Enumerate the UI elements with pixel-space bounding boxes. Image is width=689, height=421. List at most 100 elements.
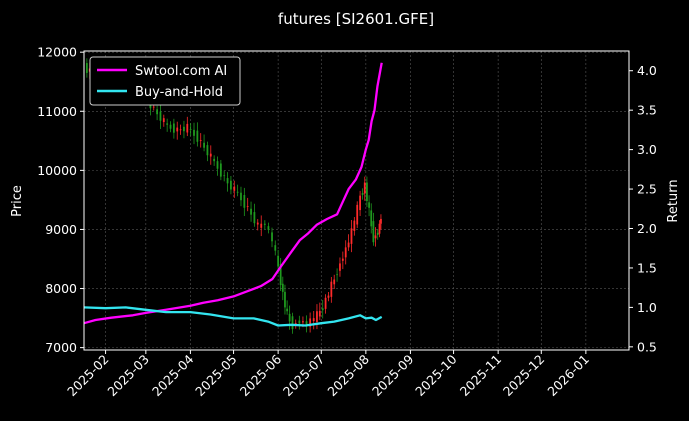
candle-body xyxy=(309,318,312,327)
candle-body xyxy=(318,310,321,317)
candle-body xyxy=(263,223,266,225)
legend-box xyxy=(89,56,241,106)
series-line-0 xyxy=(83,62,383,325)
candle-body xyxy=(344,247,347,258)
y-left-tick-label: 8000 xyxy=(45,281,77,296)
candle-body xyxy=(209,153,212,157)
candle-body xyxy=(162,118,165,123)
candle-body xyxy=(85,63,88,73)
candle-body xyxy=(243,195,246,208)
candle-body xyxy=(298,320,301,324)
candle-body xyxy=(284,291,286,308)
candle-body xyxy=(359,195,361,211)
candle-body xyxy=(240,192,242,201)
candle-body xyxy=(368,202,370,208)
candle-body xyxy=(159,111,162,121)
candle-body xyxy=(186,123,189,133)
candle-body xyxy=(302,321,304,323)
candle-body xyxy=(179,129,182,131)
candle-body xyxy=(233,186,236,191)
candle-body xyxy=(339,263,341,271)
candle-body xyxy=(216,161,219,169)
candle-body xyxy=(288,313,291,322)
candle-body xyxy=(305,321,308,326)
candle-body xyxy=(372,221,375,243)
series-line-1 xyxy=(83,306,383,327)
candle-body xyxy=(196,130,199,142)
candle-body xyxy=(169,124,172,129)
candle-body xyxy=(219,163,222,177)
candle-body xyxy=(226,178,229,184)
candle-body xyxy=(378,223,381,234)
candle-body xyxy=(203,142,205,148)
candle-body xyxy=(274,245,277,251)
legend: Swtool.com AI Buy-and-Hold xyxy=(89,56,241,106)
y-right-tick-label: 3.0 xyxy=(637,142,657,157)
candle-body xyxy=(183,126,185,132)
candle-body xyxy=(324,297,327,309)
candle-body xyxy=(321,308,324,311)
candle-body xyxy=(236,191,239,193)
y-right-tick-label: 0.5 xyxy=(637,339,657,354)
candle-body xyxy=(271,232,273,242)
candle-body xyxy=(189,129,192,130)
y-right-tick-label: 3.5 xyxy=(637,103,657,118)
candle-body xyxy=(193,129,195,136)
candle-body xyxy=(199,140,202,141)
y-axis-left: 7000 8000 9000 10000 11000 12000 xyxy=(37,45,84,355)
candle-body xyxy=(361,193,364,195)
y-right-tick-label: 2.5 xyxy=(637,182,657,197)
y-left-tick-label: 7000 xyxy=(45,340,77,355)
candle-body xyxy=(230,180,232,190)
y-axis-left-label: Price xyxy=(10,185,25,217)
chart-title: futures [SI2601.GFE] xyxy=(278,10,434,28)
candle-body xyxy=(152,106,155,108)
candle-body xyxy=(376,232,379,236)
candle-body xyxy=(213,158,216,162)
candle-body xyxy=(347,242,350,248)
candle-body xyxy=(246,206,249,207)
candle-body xyxy=(356,204,359,225)
candle-body xyxy=(256,222,259,225)
candle-body xyxy=(260,223,263,228)
y-left-tick-label: 12000 xyxy=(37,45,77,60)
y-axis-right-label: Return xyxy=(666,179,681,222)
candle-body xyxy=(166,123,169,125)
candle-body xyxy=(327,295,330,298)
candle-body xyxy=(316,311,318,322)
candle-body xyxy=(312,318,315,322)
y-left-tick-label: 9000 xyxy=(45,222,77,237)
candle-body xyxy=(350,228,353,244)
y-left-tick-label: 11000 xyxy=(37,104,77,119)
y-right-tick-label: 4.0 xyxy=(637,63,657,78)
y-right-tick-label: 2.0 xyxy=(637,221,657,236)
candle-body xyxy=(363,182,366,194)
candle-body xyxy=(267,226,270,230)
legend-label-swtool: Swtool.com AI xyxy=(135,64,227,79)
candle-body xyxy=(370,210,373,227)
candle-body xyxy=(176,127,179,132)
candle-body xyxy=(341,258,344,261)
y-left-tick-label: 10000 xyxy=(37,163,77,178)
candle-body xyxy=(277,255,280,267)
y-right-tick-label: 1.0 xyxy=(637,300,657,315)
candle-body xyxy=(366,182,368,202)
candle-body xyxy=(206,145,209,156)
legend-label-buy-and-hold: Buy-and-Hold xyxy=(135,85,223,100)
candle-body xyxy=(172,123,175,133)
return-lines xyxy=(83,62,383,327)
y-right-tick-label: 1.5 xyxy=(637,260,657,275)
candle-body xyxy=(250,208,252,215)
y-axis-right: 0.5 1.0 1.5 2.0 2.5 3.0 3.5 4.0 xyxy=(629,63,657,354)
candle-body xyxy=(336,274,338,276)
candle-body xyxy=(223,175,226,177)
candle-body xyxy=(291,316,294,330)
candle-body xyxy=(281,283,284,292)
candle-body xyxy=(286,308,289,312)
candle-body xyxy=(253,212,256,224)
plot-frame xyxy=(83,50,630,351)
candle-body xyxy=(380,218,382,224)
candle-body xyxy=(353,220,356,231)
candle-body xyxy=(279,263,282,286)
